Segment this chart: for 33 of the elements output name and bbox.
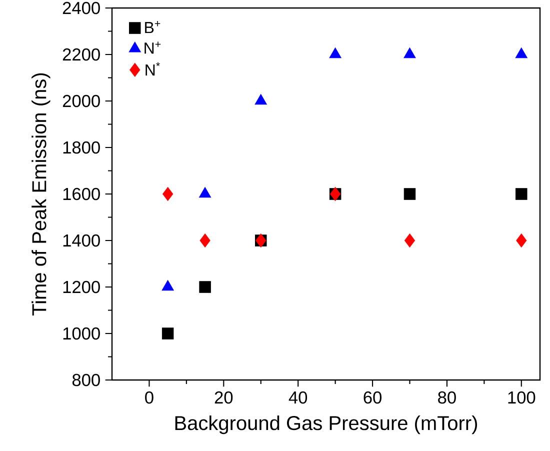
y-tick-label: 1400	[63, 234, 100, 247]
point	[199, 187, 212, 198]
point	[404, 188, 416, 200]
point	[404, 48, 416, 58]
point	[162, 328, 174, 340]
y-tick-label: 1600	[63, 188, 100, 200]
legend-label: N$^{+}$	[144, 42, 161, 54]
y-tick-label: 1200	[63, 280, 100, 294]
x-tick-label: 60	[364, 391, 382, 404]
y-tick-label: 800	[72, 374, 100, 386]
point	[200, 234, 210, 248]
y-tick-label: 2000	[62, 94, 100, 108]
y-tick-label: 2200	[62, 48, 100, 61]
point	[404, 234, 416, 248]
x-axis-title: Background Gas Pressure (mTorr)	[175, 415, 478, 434]
point	[199, 281, 211, 293]
x-tick-label: 80	[438, 391, 456, 404]
point	[162, 187, 174, 201]
x-tick-label: 40	[288, 391, 308, 404]
y-tick-label: 1800	[63, 141, 100, 154]
legend-label: N$^{*}$	[146, 62, 160, 76]
point	[254, 94, 267, 105]
legend-label: B$^{+}$	[145, 21, 160, 34]
point	[515, 48, 528, 58]
point	[516, 234, 527, 248]
x-tick-label: 0	[145, 391, 154, 404]
x-tick-label: 20	[214, 391, 233, 404]
y-tick-label: 1000	[63, 327, 100, 340]
y-tick-label: 2400	[62, 2, 100, 14]
point	[516, 188, 528, 200]
y-axis-title: Time of Peak Emission (ns)	[32, 73, 50, 316]
x-tick-label: 100	[508, 391, 536, 404]
point	[329, 48, 342, 58]
